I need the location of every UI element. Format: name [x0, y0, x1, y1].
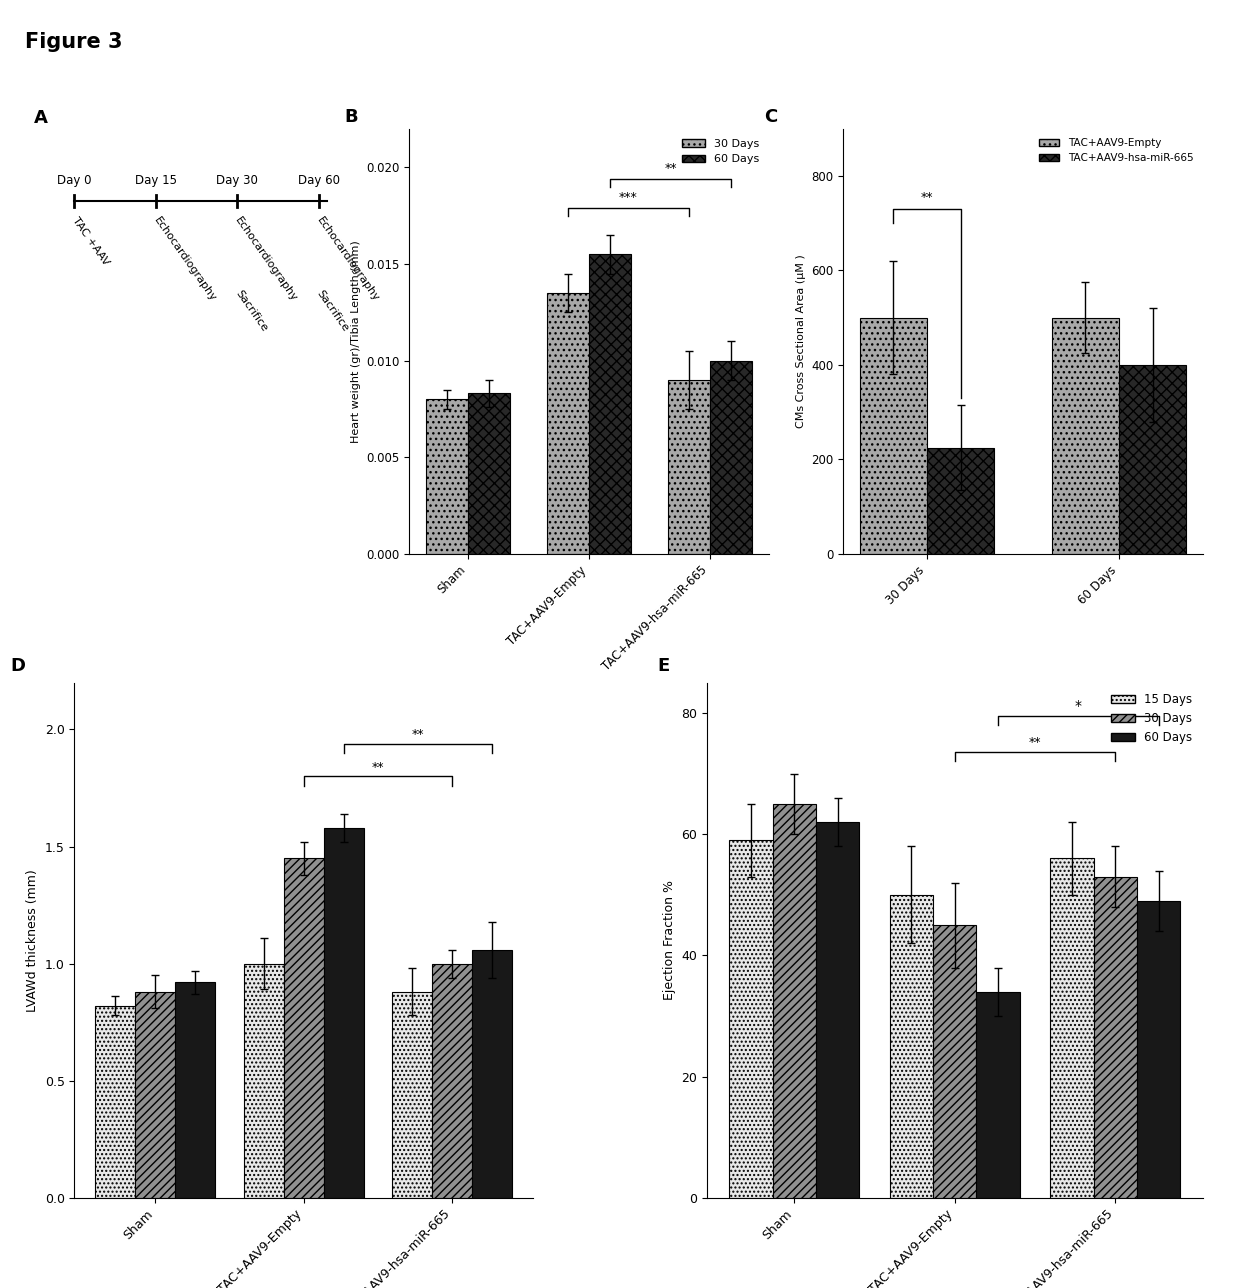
Text: **: ** — [372, 761, 384, 774]
Bar — [1052, 318, 1120, 554]
Text: C: C — [764, 108, 777, 125]
Text: Sacrifice: Sacrifice — [315, 289, 351, 334]
Bar — [926, 448, 994, 554]
Bar — [711, 361, 753, 554]
Legend: TAC+AAV9-Empty, TAC+AAV9-hsa-miR-665: TAC+AAV9-Empty, TAC+AAV9-hsa-miR-665 — [1034, 134, 1198, 167]
Bar — [467, 394, 511, 554]
Text: **: ** — [1029, 737, 1042, 750]
Text: **: ** — [665, 162, 677, 175]
Legend: 15 Days, 30 Days, 60 Days: 15 Days, 30 Days, 60 Days — [791, 715, 882, 774]
Bar — [472, 949, 512, 1198]
Y-axis label: Heart weight (gr)/Tibia Length (mm): Heart weight (gr)/Tibia Length (mm) — [351, 240, 361, 443]
Bar — [1137, 900, 1180, 1198]
Text: Day 30: Day 30 — [216, 174, 258, 187]
Bar — [859, 318, 926, 554]
Bar — [667, 380, 711, 554]
Bar — [425, 399, 467, 554]
Bar — [433, 963, 472, 1198]
Text: Sacrifice: Sacrifice — [233, 289, 269, 334]
Bar — [135, 992, 175, 1198]
Text: Echocardiography: Echocardiography — [315, 216, 381, 304]
Bar — [324, 828, 363, 1198]
Text: **: ** — [920, 192, 934, 205]
Legend: 30 Days, 60 Days: 30 Days, 60 Days — [678, 134, 764, 169]
Bar — [95, 1006, 135, 1198]
Text: Day 0: Day 0 — [57, 174, 92, 187]
Text: Day 60: Day 60 — [298, 174, 340, 187]
Text: Echocardiography: Echocardiography — [151, 216, 217, 304]
Bar — [1094, 877, 1137, 1198]
Bar — [816, 822, 859, 1198]
Text: **: ** — [412, 728, 424, 741]
Y-axis label: LVAWd thickness (mm): LVAWd thickness (mm) — [26, 869, 40, 1011]
Text: B: B — [345, 108, 358, 125]
Bar — [244, 963, 284, 1198]
Text: ***: *** — [619, 191, 637, 205]
Text: D: D — [10, 657, 25, 675]
Bar — [589, 255, 631, 554]
Text: *: * — [1075, 699, 1081, 714]
Bar — [976, 992, 1019, 1198]
Bar — [284, 858, 324, 1198]
Bar — [392, 992, 433, 1198]
Text: A: A — [35, 109, 48, 128]
Bar — [729, 840, 773, 1198]
Bar — [890, 895, 934, 1198]
Bar — [1120, 365, 1187, 554]
Bar — [934, 925, 976, 1198]
Y-axis label: Ejection Fraction %: Ejection Fraction % — [662, 880, 676, 1001]
Bar — [547, 294, 589, 554]
Text: Echocardiography: Echocardiography — [233, 216, 299, 304]
Y-axis label: CMs Cross Sectional Area (μM ): CMs Cross Sectional Area (μM ) — [796, 255, 806, 428]
Text: E: E — [657, 657, 670, 675]
Text: TAC +AAV: TAC +AAV — [69, 216, 110, 268]
Legend: 15 Days, 30 Days, 60 Days: 15 Days, 30 Days, 60 Days — [1106, 689, 1197, 748]
Text: Figure 3: Figure 3 — [25, 32, 123, 53]
Text: Day 15: Day 15 — [135, 174, 176, 187]
Bar — [175, 983, 216, 1198]
Bar — [1050, 858, 1094, 1198]
Bar — [773, 804, 816, 1198]
